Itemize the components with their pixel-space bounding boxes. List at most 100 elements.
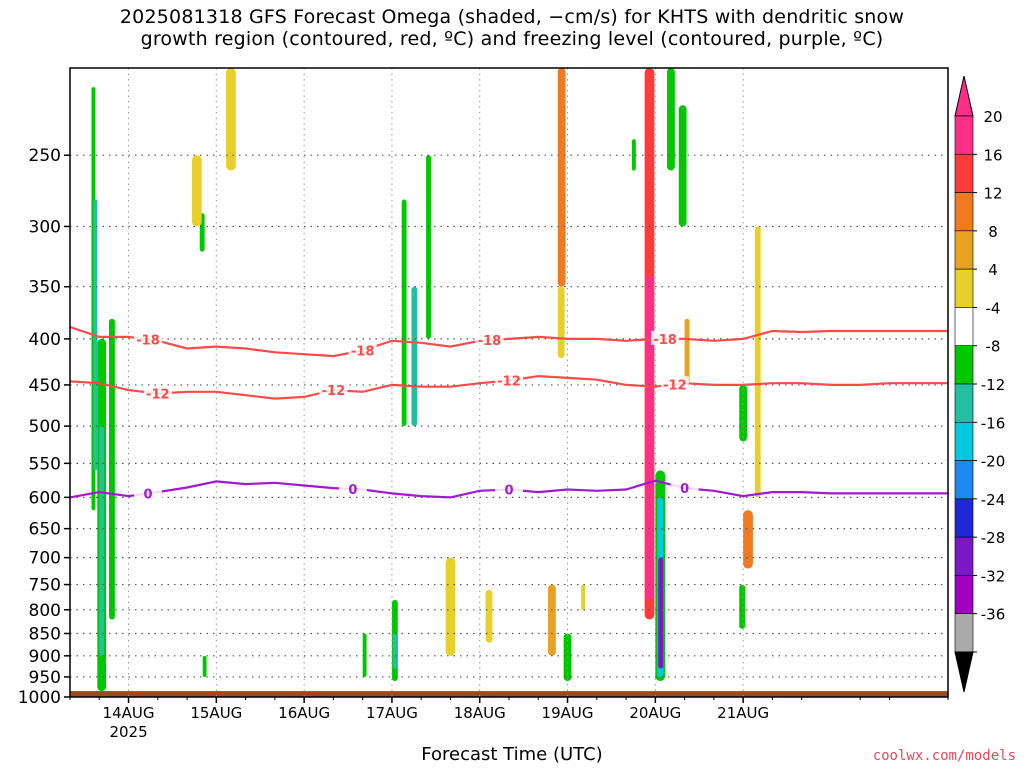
contour-label-0-0: 0 — [144, 487, 153, 502]
contour-red-0 — [69, 325, 948, 358]
omega-cell-12 — [401, 199, 407, 427]
colorbar-bin-8 — [954, 421, 974, 461]
contour-label-0-3: 0 — [680, 482, 689, 497]
x-tick-label-21AUG: 21AUG — [717, 704, 769, 722]
y-tick-label-300: 300 — [29, 217, 61, 237]
omega-cell-34 — [754, 226, 761, 498]
contour-label-0-2: 0 — [504, 483, 513, 498]
contour-label-bg — [670, 480, 699, 495]
colorbar-cap-top — [954, 75, 974, 117]
omega-shading-layer — [91, 68, 761, 692]
contour-label-bg — [348, 342, 377, 357]
omega-cell-3 — [99, 426, 105, 656]
contour-label--18-3: -18 — [653, 333, 677, 348]
credit-link[interactable]: coolwx.com/models — [872, 748, 1016, 764]
y-tick-label-800: 800 — [29, 601, 61, 621]
contour-label--12-1: -12 — [322, 384, 346, 399]
contour-label--12-2: -12 — [497, 375, 521, 390]
contour-layer: -18 -18 -18 -18 -12 -12 -12 -12 0 0 0 0 — [69, 325, 948, 502]
omega-cell-11 — [392, 633, 397, 669]
axes-layer: 250 300 350 400 450 500 550 600 650 700 750 800 850 9… — [18, 67, 949, 741]
contour-label-bg — [143, 385, 172, 400]
y-tick-label-250: 250 — [29, 146, 61, 166]
colorbar-label-20: 20 — [983, 108, 1002, 126]
x-tick-label-20AUG: 20AUG — [629, 704, 681, 722]
x-tick-label-18AUG: 18AUG — [454, 704, 506, 722]
y-tick-label-950: 950 — [29, 668, 61, 688]
contour-label-bg — [651, 330, 680, 345]
omega-cell-22 — [631, 139, 636, 171]
colorbar-label--8: -8 — [986, 338, 1001, 356]
y-tick-label-500: 500 — [29, 417, 61, 437]
omega-cell-19 — [548, 584, 556, 656]
contour-label--12-3: -12 — [663, 378, 687, 393]
y-tick-label-400: 400 — [29, 330, 61, 350]
omega-cell-6 — [202, 655, 207, 677]
omega-cell-31 — [743, 510, 753, 569]
contour-label-bg — [338, 481, 367, 496]
ground-layer — [70, 691, 948, 697]
x-tick-label-15AUG: 15AUG — [190, 704, 242, 722]
omega-cell-27 — [658, 557, 664, 669]
omega-cell-32 — [739, 384, 748, 442]
colorbar-bin-1 — [954, 153, 974, 193]
contour-label-bg — [134, 331, 163, 346]
colorbar-bin-3 — [954, 230, 974, 270]
contour-label-bg — [495, 372, 523, 387]
contour-label-bg — [475, 332, 504, 347]
omega-cell-4 — [109, 318, 115, 620]
contour-label-bg — [319, 382, 348, 397]
colorbar-label--4: -4 — [986, 299, 1001, 317]
colorbar-bin-11 — [954, 536, 974, 576]
title-line-2: growth region (contoured, red, ºC) and f… — [140, 28, 884, 50]
chart-title: 2025081318 GFS Forecast Omega (shaded, −… — [0, 6, 1024, 50]
omega-cell-14 — [426, 155, 431, 339]
colorbar-label-4: 4 — [988, 261, 998, 279]
colorbar-label--32: -32 — [981, 567, 1006, 585]
colorbar-cap-bottom — [954, 651, 974, 693]
contour-label--12-0: -12 — [146, 388, 170, 403]
omega-cell-30 — [684, 318, 690, 385]
colorbar-label--12: -12 — [981, 376, 1006, 394]
x-tick-label-19AUG: 19AUG — [542, 704, 594, 722]
colorbar: 20 16 12 8 4 -4 -8 -12 -16 -20 -24 -28 -32 -36 — [954, 75, 1006, 693]
omega-cell-7 — [226, 68, 236, 171]
colorbar-label--36: -36 — [981, 606, 1006, 624]
colorbar-bin-4 — [954, 268, 974, 308]
omega-cell-18 — [557, 286, 565, 358]
x-tick-label-17AUG: 17AUG — [366, 704, 418, 722]
x-tick-sublabel: 2025 — [109, 723, 147, 741]
colorbar-bin-0 — [954, 115, 974, 155]
y-tick-label-750: 750 — [29, 576, 61, 596]
colorbar-bin-13 — [954, 613, 974, 653]
colorbar-bin-9 — [954, 460, 974, 500]
contour-label-bg — [495, 481, 523, 496]
omega-cell-17 — [557, 68, 566, 287]
colorbar-label--16: -16 — [981, 414, 1006, 432]
contour-label--18-0: -18 — [136, 334, 160, 349]
omega-cell-33 — [739, 584, 746, 629]
colorbar-label-8: 8 — [988, 223, 998, 241]
colorbar-bin-2 — [954, 192, 974, 232]
colorbar-bin-7 — [954, 383, 974, 423]
omega-cell-29 — [678, 105, 687, 227]
omega-cell-21 — [581, 584, 586, 610]
omega-cell-28 — [667, 68, 675, 171]
omega-cell-15 — [445, 557, 456, 656]
y-tick-label-900: 900 — [29, 647, 61, 667]
omega-cell-16 — [485, 589, 493, 643]
contour-label-bg — [134, 485, 163, 500]
colorbar-label--28: -28 — [981, 529, 1006, 547]
x-tick-label-14AUG: 14AUG — [103, 704, 155, 722]
colorbar-bin-6 — [954, 345, 974, 385]
colorbar-label--24: -24 — [981, 491, 1006, 509]
y-tick-label-600: 600 — [29, 488, 61, 508]
colorbar-label--20: -20 — [981, 453, 1006, 471]
x-axis-label: Forecast Time (UTC) — [421, 744, 603, 765]
y-tick-label-650: 650 — [29, 520, 61, 540]
contour-label--18-1: -18 — [351, 344, 375, 359]
y-tick-label-850: 850 — [29, 624, 61, 644]
y-tick-label-1000: 1000 — [18, 688, 61, 708]
y-tick-label-700: 700 — [29, 549, 61, 569]
